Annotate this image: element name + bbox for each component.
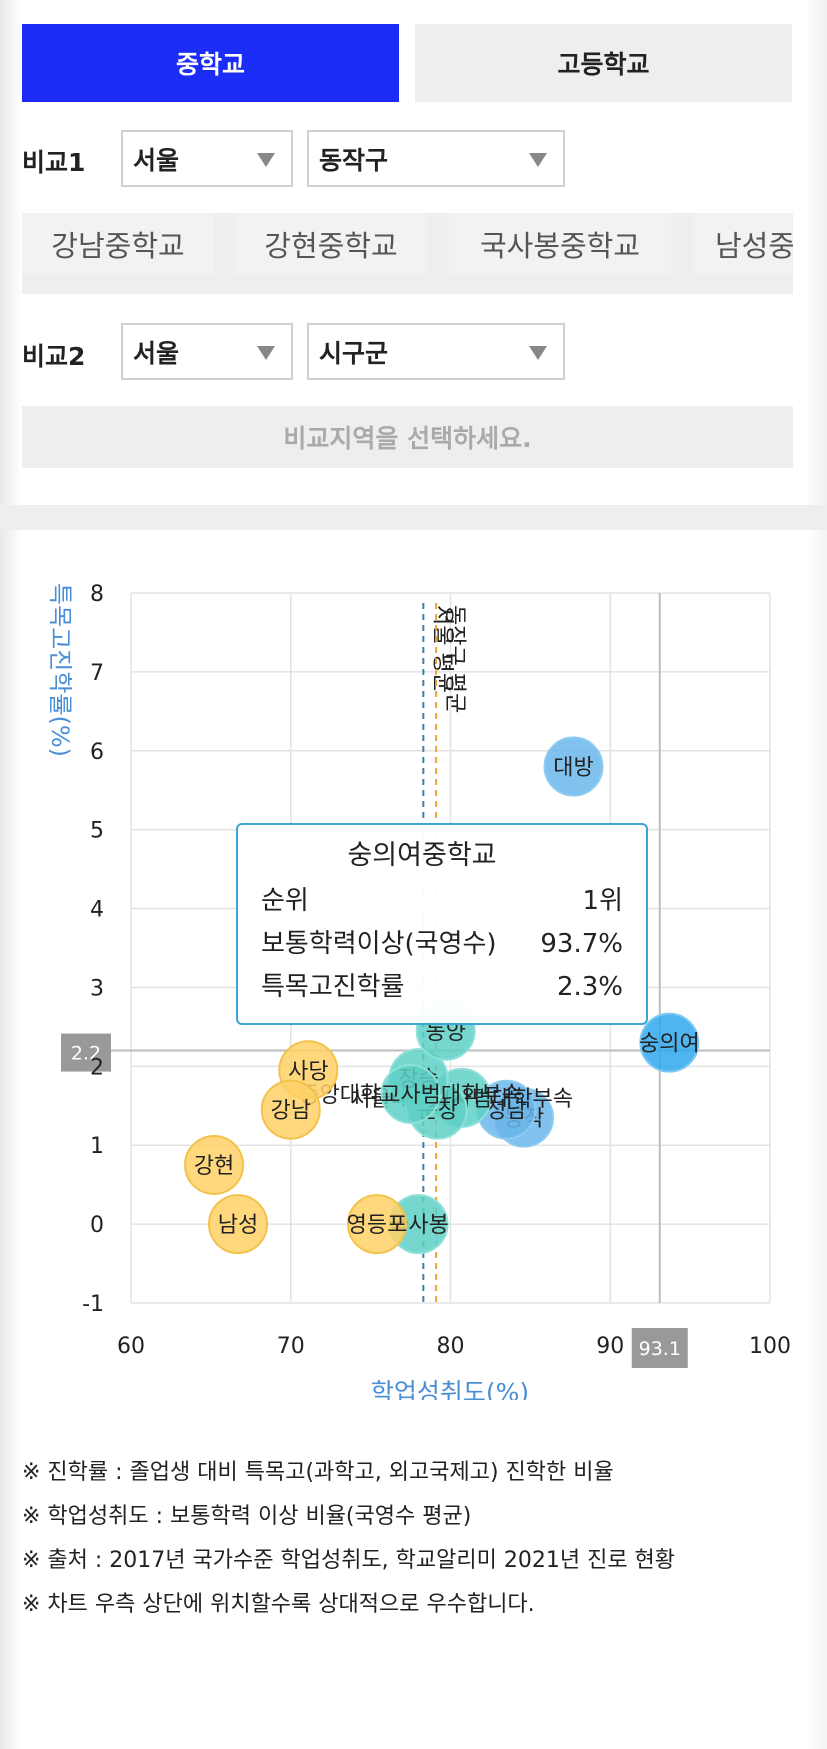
y-tick-label: -1 [82, 1292, 104, 1317]
tooltip-row-key: 보통학력이상(국영수) [261, 929, 497, 959]
y-tick-label: 3 [90, 976, 104, 1001]
y-tick-label: 1 [90, 1134, 104, 1159]
y-tick-label: 4 [90, 898, 104, 923]
school-chip[interactable]: 강현중학교 [235, 213, 427, 275]
note-line: ※ 출처 : 2017년 국가수준 학업성취도, 학교알리미 2021년 진로 … [22, 1548, 676, 1573]
compare-region-placeholder[interactable]: 비교지역을 선택하세요. [22, 406, 793, 468]
y-tick-label: 5 [90, 819, 104, 844]
x-tick-label: 60 [117, 1334, 145, 1359]
compare2-region-value: 서울 [133, 338, 180, 368]
data-point-bubble [184, 1134, 245, 1195]
x-reference-badge [631, 1328, 688, 1368]
data-point[interactable]: 성남 [476, 1079, 537, 1140]
data-point-label: 중앙대학교사범대학부속 [299, 1083, 522, 1108]
data-point-label: 숭의여 [639, 1032, 700, 1057]
note-line: ※ 진학률 : 졸업생 대비 특목고(과학고, 외고국제고) 진학한 비율 [22, 1460, 614, 1485]
school-chip[interactable]: 남성중 [693, 213, 793, 275]
data-point[interactable]: 강남 [260, 1079, 321, 1140]
tooltip-row-key: 특목고진학률 [261, 972, 405, 1002]
chevron-down-icon [257, 346, 275, 360]
tooltip-title: 숭의여중학교 [347, 840, 496, 871]
axis-tick-labels: 8 7 6 5 4 3 2 1 0 -1 60 70 80 90 100 [82, 582, 791, 1359]
tooltip-row-value: 2.3% [557, 972, 623, 1002]
y-reference-badge [61, 1033, 111, 1072]
compare2-district-select[interactable]: 시구군 [307, 323, 565, 380]
compare1-region-value: 서울 [133, 145, 180, 175]
data-point-bubble [347, 1194, 408, 1255]
x-reference-value: 93.1 [639, 1338, 681, 1360]
panel-divider [0, 505, 827, 530]
tab-high-school[interactable]: 고등학교 [415, 24, 792, 102]
compare1-region-select[interactable]: 서울 [121, 130, 293, 187]
tab-middle-school[interactable]: 중학교 [22, 24, 399, 102]
tooltip-box [236, 823, 648, 1025]
school-chip[interactable]: 국사봉중학교 [449, 213, 671, 275]
compare1-label: 비교1 [22, 148, 86, 177]
data-point-bubble [208, 1194, 269, 1255]
data-point[interactable]: 중앙대학교사범대학부속 [299, 1063, 522, 1124]
school-chip-list: 강남중학교 강현중학교 국사봉중학교 남성중 [22, 213, 793, 294]
x-tick-label: 90 [596, 1334, 624, 1359]
chevron-down-icon [529, 153, 547, 167]
chevron-down-icon [529, 346, 547, 360]
compare1-district-select[interactable]: 동작구 [307, 130, 565, 187]
y-tick-label: 2 [90, 1055, 104, 1080]
average-line-label: 동작구 평균 [442, 605, 467, 713]
data-point[interactable]: 숭의여 [639, 1012, 700, 1073]
data-point-bubble [639, 1012, 700, 1073]
data-point[interactable]: 영등포 [347, 1194, 408, 1255]
y-axis-label: 특목고진학률(%) [46, 583, 74, 757]
data-point-bubble [543, 736, 604, 797]
data-point-label: 대방 [553, 756, 593, 781]
note-line: ※ 학업성취도 : 보통학력 이상 비율(국영수 평균) [22, 1504, 472, 1529]
chart-panel [0, 530, 827, 1749]
y-reference-value: 2.2 [71, 1043, 101, 1065]
note-line: ※ 차트 우측 상단에 위치할수록 상대적으로 우수합니다. [22, 1592, 535, 1617]
compare2-label: 비교2 [22, 342, 86, 371]
x-tick-label: 80 [437, 1334, 465, 1359]
x-tick-label: 100 [749, 1334, 791, 1359]
data-point-bubble [260, 1079, 321, 1140]
data-point[interactable]: 남성 [208, 1194, 269, 1255]
y-tick-label: 6 [90, 740, 104, 765]
compare2-district-value: 시구군 [319, 338, 389, 368]
data-point-label: 강남 [271, 1099, 311, 1124]
compare1-district-value: 동작구 [319, 145, 389, 175]
compare2-region-select[interactable]: 서울 [121, 323, 293, 380]
x-axis-label: 학업성취도(%) [371, 1378, 529, 1400]
data-point-label: 영등포 [347, 1213, 408, 1238]
school-chip[interactable]: 강남중학교 [22, 213, 214, 275]
tooltip-row-value: 93.7% [540, 929, 623, 959]
chevron-down-icon [257, 153, 275, 167]
average-line-label: 서울 평균 [429, 605, 454, 693]
tooltip-row-value: 1위 [583, 886, 623, 916]
data-point-label: 성남 [486, 1099, 526, 1124]
x-tick-label: 70 [277, 1334, 305, 1359]
y-tick-label: 0 [90, 1213, 104, 1238]
data-point-label: 남성 [218, 1213, 258, 1238]
y-tick-label: 7 [90, 661, 104, 686]
data-point[interactable]: 강현 [184, 1134, 245, 1195]
y-tick-label: 8 [90, 582, 104, 607]
data-point[interactable]: 대방 [543, 736, 604, 797]
data-point-label: 강현 [194, 1154, 234, 1179]
tooltip-row-key: 순위 [261, 886, 309, 916]
data-point-bubble [380, 1063, 441, 1124]
